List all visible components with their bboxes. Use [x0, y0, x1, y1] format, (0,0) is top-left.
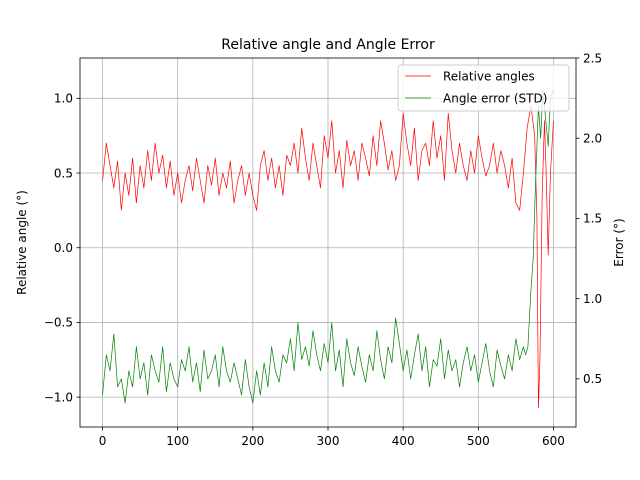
x-tick-label: 200 — [241, 434, 264, 448]
grid-lines — [80, 58, 576, 427]
y-left-tick-label: 1.0 — [54, 92, 73, 106]
x-tick-label: 600 — [542, 434, 565, 448]
x-axis: 0 100 200 300 400 500 600 — [99, 427, 565, 448]
legend-box — [397, 64, 570, 112]
relative-angles-line — [102, 105, 554, 408]
y-axis-right: 0.5 1.0 1.5 2.0 2.5 — [576, 51, 602, 386]
legend: Relative angles Angle error (STD) — [397, 64, 570, 112]
y-axis-left-label: Relative angle (°) — [15, 190, 29, 295]
green-series — [102, 89, 554, 404]
y-left-tick-label: 0.0 — [54, 241, 73, 255]
legend-label-relative-angles: Relative angles — [443, 70, 535, 84]
y-right-tick-label: 1.5 — [583, 212, 602, 226]
y-left-tick-label: −0.5 — [44, 316, 73, 330]
x-tick-label: 300 — [317, 434, 340, 448]
x-tick-label: 500 — [467, 434, 490, 448]
chart-title: Relative angle and Angle Error — [221, 37, 435, 53]
angle-error-line — [102, 89, 554, 404]
y-left-tick-label: −1.0 — [44, 390, 73, 404]
y-right-tick-label: 1.0 — [583, 292, 602, 306]
red-series — [102, 105, 554, 408]
y-right-tick-label: 2.5 — [583, 51, 602, 65]
legend-label-angle-error: Angle error (STD) — [443, 92, 547, 106]
x-tick-label: 400 — [392, 434, 415, 448]
x-tick-label: 100 — [166, 434, 189, 448]
y-axis-left: −1.0 −0.5 0.0 0.5 1.0 — [44, 92, 80, 404]
y-axis-right-label: Error (°) — [612, 218, 626, 266]
y-right-tick-label: 2.0 — [583, 132, 602, 146]
y-right-tick-label: 0.5 — [583, 372, 602, 386]
y-left-tick-label: 0.5 — [54, 166, 73, 180]
x-tick-label: 0 — [99, 434, 107, 448]
